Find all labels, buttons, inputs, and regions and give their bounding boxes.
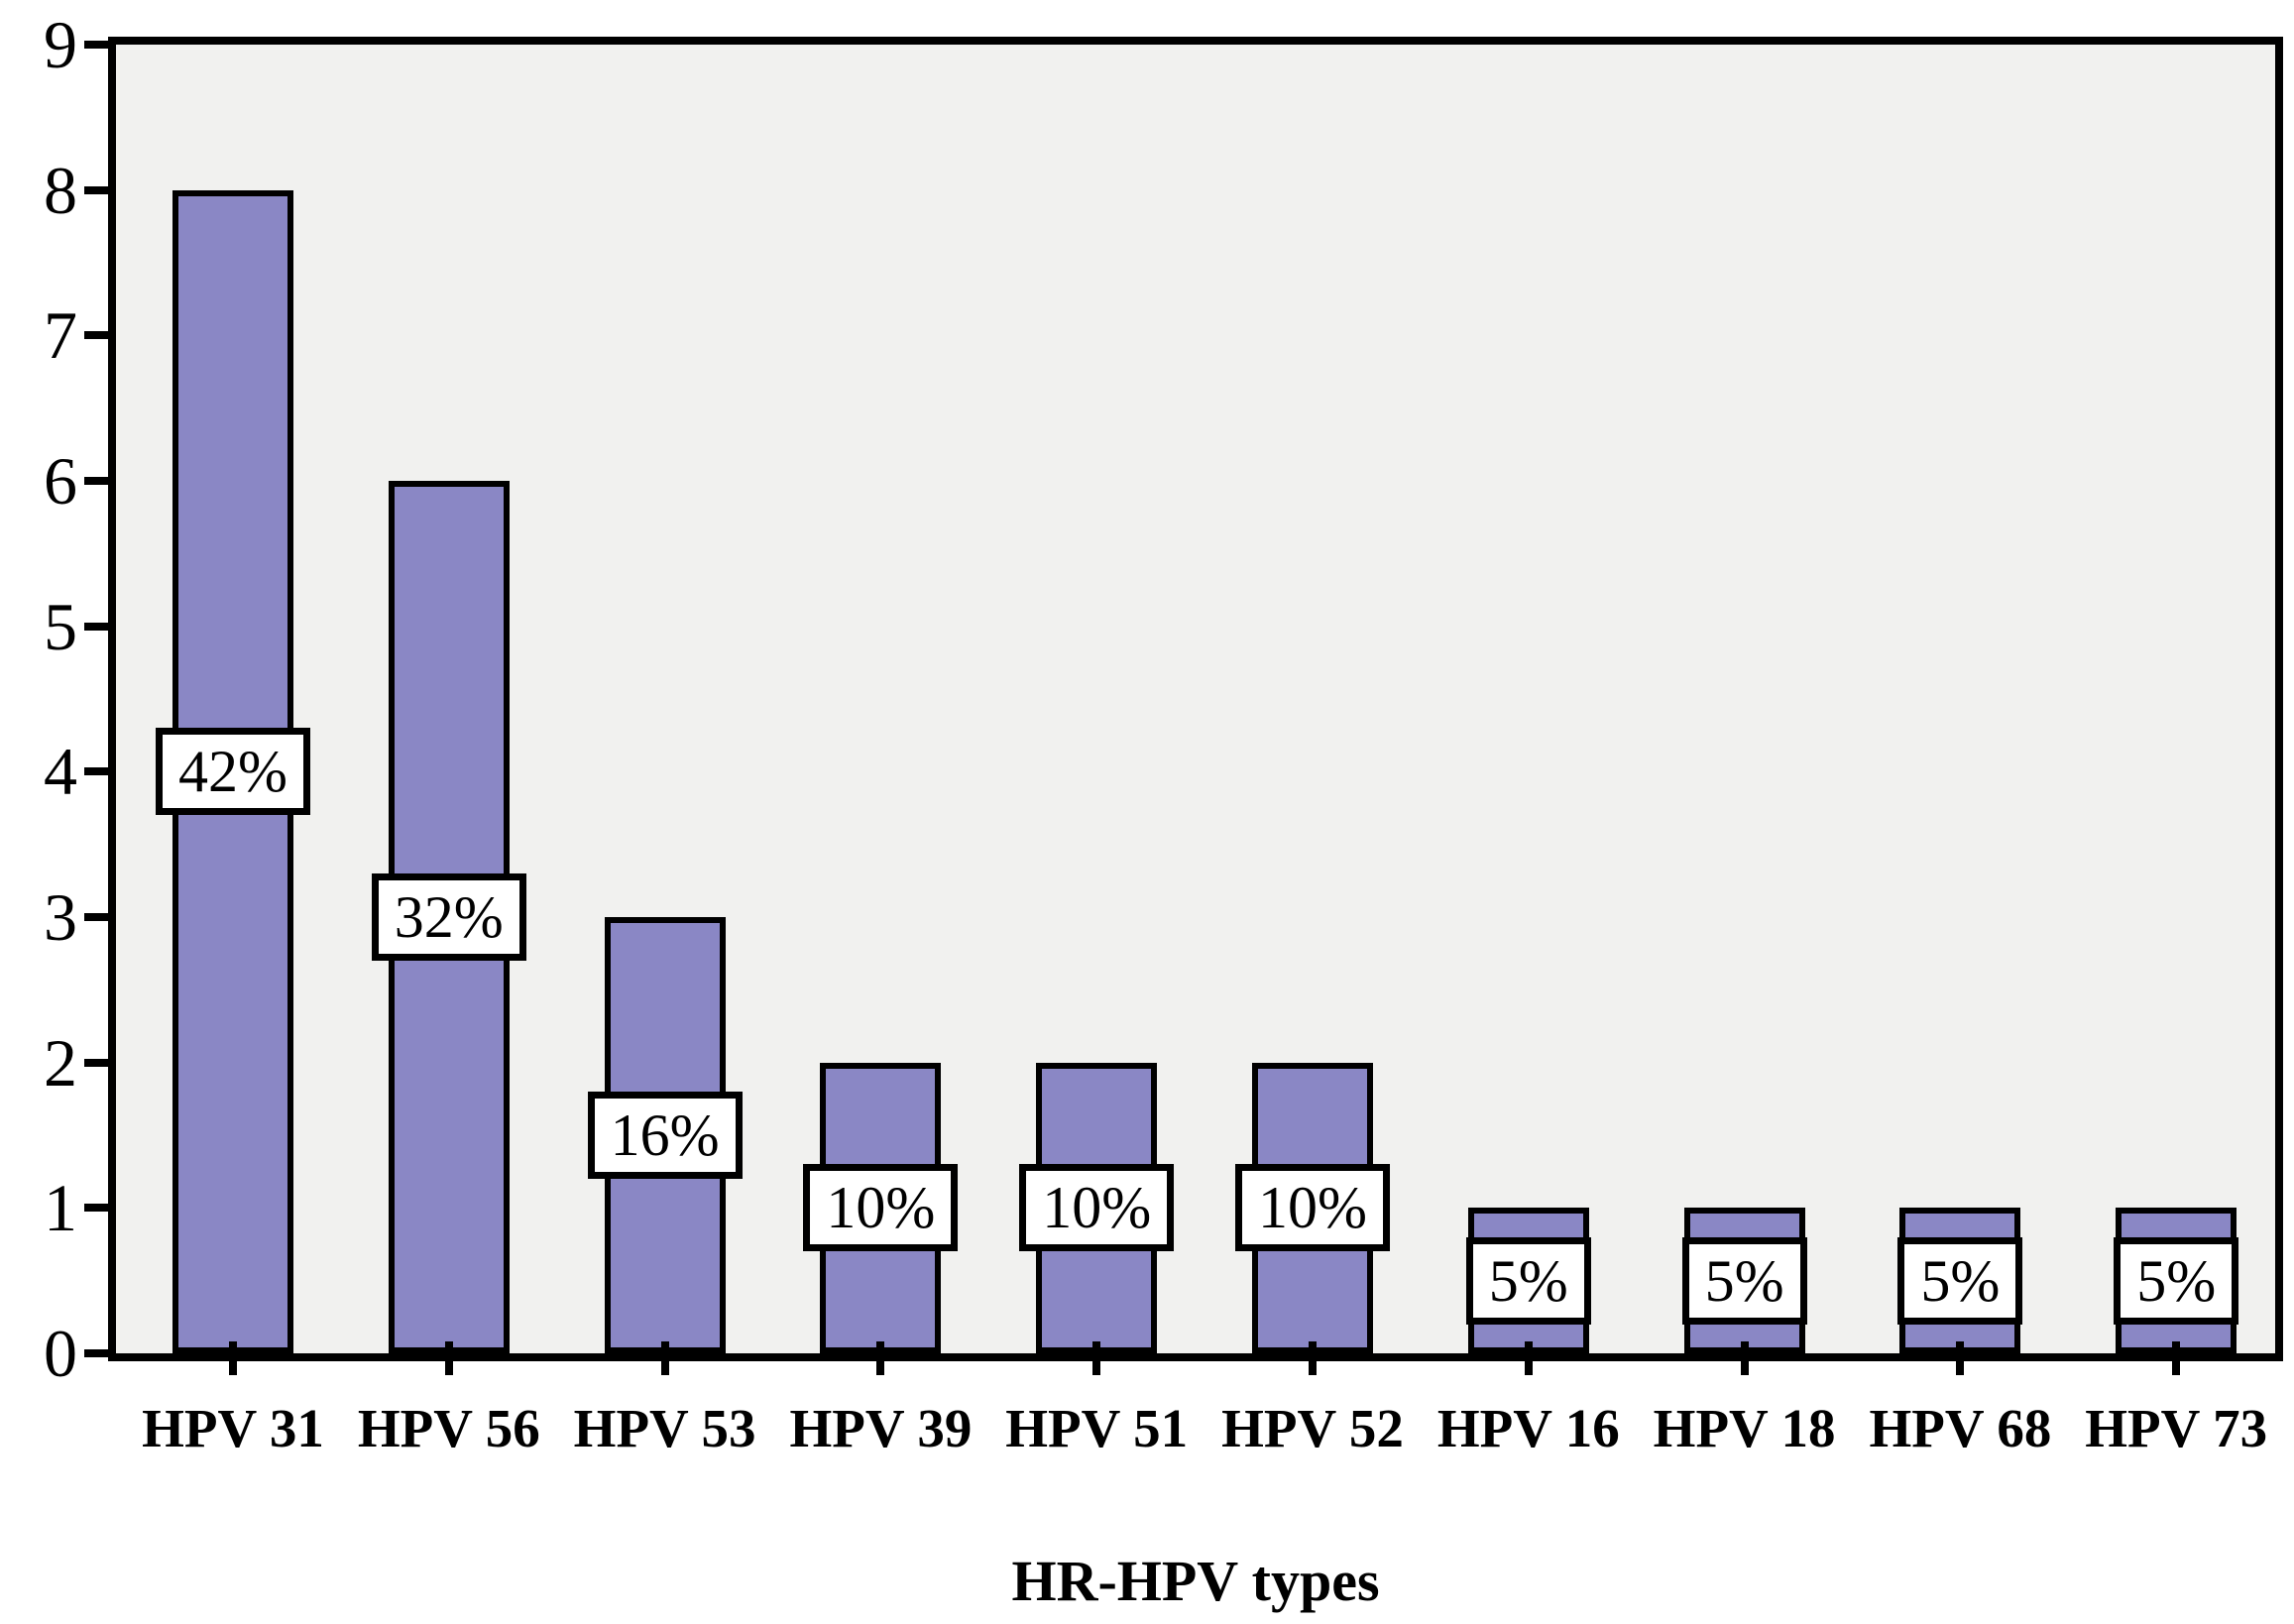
x-tick-label: HPV 56 (357, 1398, 540, 1458)
x-tick-label: HPV 53 (573, 1398, 756, 1458)
x-tick (876, 1341, 885, 1375)
y-tick-label: 5 (44, 588, 77, 664)
x-tick (444, 1341, 453, 1375)
y-tick-label: 1 (44, 1170, 77, 1246)
x-tick-label: HPV 51 (1005, 1398, 1189, 1458)
x-tick (1956, 1341, 1965, 1375)
bar-value-label: 16% (587, 1092, 743, 1179)
x-tick (1524, 1341, 1533, 1375)
bar-value-label: 5% (1465, 1236, 1591, 1325)
x-tick (1092, 1341, 1101, 1375)
x-tick (1740, 1341, 1749, 1375)
x-tick-label: HPV 73 (2085, 1398, 2268, 1458)
y-tick (84, 767, 110, 776)
x-tick (1309, 1341, 1317, 1375)
x-tick-label: HPV 18 (1653, 1398, 1836, 1458)
bar-value-label: 42% (156, 728, 310, 816)
y-tick (84, 1204, 110, 1213)
x-tick-label: HPV 31 (142, 1398, 324, 1458)
x-tick (660, 1341, 669, 1375)
y-tick (84, 622, 110, 631)
y-tick-label: 4 (44, 734, 77, 810)
y-tick (84, 331, 110, 340)
bar-value-label: 32% (371, 873, 526, 961)
bar-value-label: 10% (1019, 1164, 1175, 1252)
y-tick-label: 8 (44, 152, 77, 228)
x-tick-label: HPV 39 (789, 1398, 973, 1458)
plot-area: 42% 32% 16% 10% 10% 10% 5% 5% 5% 5% (108, 37, 2283, 1361)
x-tick-label: HPV 52 (1221, 1398, 1404, 1458)
bar-value-label: 5% (2114, 1236, 2239, 1325)
bar-value-label: 10% (1235, 1164, 1390, 1252)
x-tick-label: HPV 68 (1869, 1398, 2052, 1458)
x-axis-title: HR-HPV types (1011, 1549, 1380, 1613)
y-tick (84, 913, 110, 921)
y-tick (84, 185, 110, 194)
x-tick (2172, 1341, 2181, 1375)
y-tick (84, 41, 110, 49)
x-tick-label: HPV 16 (1436, 1398, 1620, 1458)
y-tick (84, 477, 110, 485)
y-tick-label: 7 (44, 297, 77, 374)
bar-value-label: 5% (1897, 1236, 2023, 1325)
y-tick-label: 3 (44, 879, 77, 955)
y-tick-label: 0 (44, 1316, 77, 1391)
y-tick (84, 1349, 110, 1357)
y-tick (84, 1058, 110, 1067)
y-tick-label: 2 (44, 1024, 77, 1101)
y-tick-label: 6 (44, 443, 77, 519)
x-tick (229, 1341, 237, 1375)
bar-value-label: 10% (803, 1164, 959, 1252)
y-tick-label: 9 (44, 7, 77, 82)
bar-value-label: 5% (1681, 1236, 1807, 1325)
